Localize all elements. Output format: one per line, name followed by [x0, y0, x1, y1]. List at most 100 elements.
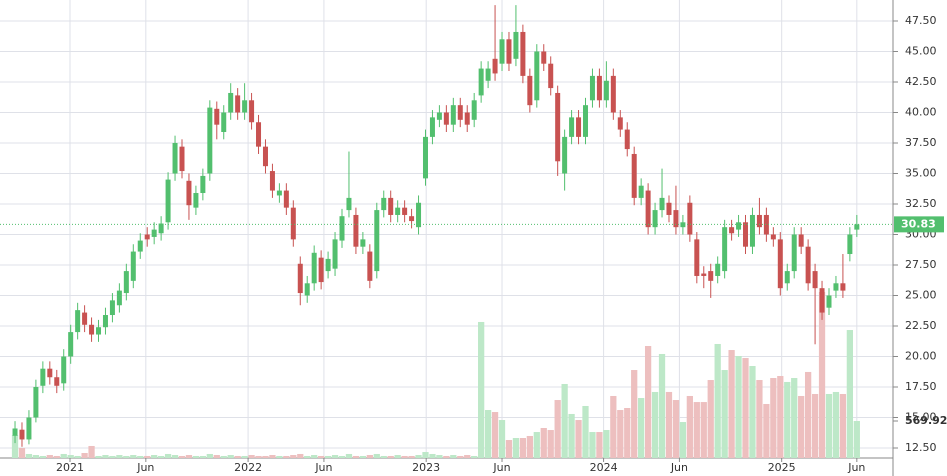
- volume-bar: [818, 291, 826, 458]
- volume-bar: [283, 455, 290, 458]
- volume-bar: [853, 420, 860, 458]
- candle-body: [304, 283, 310, 296]
- x-tick-label: Jun: [847, 461, 865, 474]
- volume-bar: [512, 438, 520, 458]
- last-price-box: [894, 216, 944, 233]
- volume-bar: [102, 455, 109, 458]
- volume-bar: [505, 440, 513, 458]
- y-tick-label: 20.00: [905, 349, 937, 362]
- candle-body: [151, 229, 157, 237]
- candle-body: [506, 39, 512, 64]
- candle-body: [409, 216, 415, 222]
- volume-bar: [721, 370, 728, 458]
- candle-body: [297, 263, 303, 294]
- volume-bar: [311, 455, 318, 458]
- volume-bar: [32, 455, 40, 458]
- volume-bar: [137, 455, 144, 458]
- candle-body: [603, 80, 609, 101]
- volume-bar: [784, 381, 791, 458]
- volume-bar: [735, 355, 742, 458]
- volume-bar: [380, 455, 387, 458]
- candle-body: [520, 31, 526, 76]
- candle-body: [26, 417, 32, 440]
- volume-bar: [804, 371, 812, 458]
- candle-body: [770, 234, 776, 240]
- candle-body: [82, 312, 88, 325]
- volume-bar: [415, 455, 422, 458]
- y-tick-label: 25.00: [905, 288, 937, 301]
- candle-body: [186, 180, 192, 206]
- volume-bar: [352, 455, 360, 458]
- candle-body: [19, 429, 25, 440]
- volume-bar: [651, 391, 659, 458]
- candle-body: [722, 227, 728, 272]
- candle-body: [638, 185, 644, 198]
- volume-bar: [144, 455, 151, 458]
- candle-body: [576, 117, 582, 137]
- volume-bar: [318, 455, 325, 458]
- candle-body: [47, 368, 53, 378]
- candle-body: [235, 95, 241, 113]
- candle-body: [262, 146, 268, 167]
- candle-body: [374, 210, 380, 272]
- candle-body: [569, 117, 575, 137]
- y2-tick-label: 569.92K: [905, 414, 947, 427]
- volume-bar: [547, 430, 554, 458]
- candle-body: [736, 222, 742, 230]
- volume-bar: [304, 455, 311, 458]
- candle-body: [109, 300, 115, 316]
- volume-bar: [770, 378, 777, 458]
- volume-bar: [234, 455, 241, 458]
- x-tick-label: Jun: [314, 461, 332, 474]
- candle-body: [659, 197, 665, 211]
- candle-body: [666, 202, 672, 215]
- candle-body: [179, 146, 185, 172]
- volume-bar: [471, 455, 478, 458]
- volume-bar: [109, 455, 116, 458]
- candle-body: [478, 68, 484, 96]
- candle-body: [694, 239, 700, 276]
- volume-bar: [582, 405, 589, 458]
- volume-bar: [526, 435, 533, 458]
- volume-bar: [116, 455, 123, 458]
- candle-body: [422, 136, 428, 179]
- candle-body: [617, 117, 623, 130]
- volume-bar: [811, 393, 819, 458]
- volume-bar: [610, 395, 617, 458]
- volume-bar: [18, 448, 26, 458]
- volume-bar: [846, 330, 853, 458]
- volume-bar: [700, 402, 707, 458]
- volume-bar: [825, 393, 833, 458]
- candle-body: [144, 234, 150, 240]
- volume-bar: [290, 455, 297, 458]
- candle-body: [207, 107, 213, 174]
- volume-bar: [366, 455, 373, 458]
- volume-bar: [491, 412, 499, 458]
- candle-body: [589, 75, 595, 101]
- candle-body: [729, 227, 735, 234]
- volume-bar: [436, 455, 443, 458]
- candle-body: [708, 271, 714, 281]
- candle-body: [89, 324, 95, 335]
- volume-bar: [457, 455, 464, 458]
- volume-bar: [575, 420, 582, 458]
- candle-body: [436, 112, 442, 120]
- volume-bar: [443, 455, 450, 458]
- volume-bar: [679, 422, 687, 458]
- candle-body: [819, 288, 825, 313]
- candle-body: [200, 175, 206, 194]
- candle-body: [555, 92, 561, 162]
- volume-bar: [67, 455, 74, 458]
- volume-bar: [603, 430, 610, 458]
- volume-bar: [199, 455, 206, 458]
- volume-bar: [276, 455, 283, 458]
- candle-body: [548, 63, 554, 89]
- candle-body: [743, 222, 749, 247]
- volume-bar: [248, 455, 255, 458]
- y-tick-label: 15.00: [905, 410, 937, 423]
- volume-bar: [178, 455, 186, 458]
- candle-body: [158, 223, 164, 234]
- candle-body: [402, 207, 408, 215]
- candle-body: [137, 240, 143, 252]
